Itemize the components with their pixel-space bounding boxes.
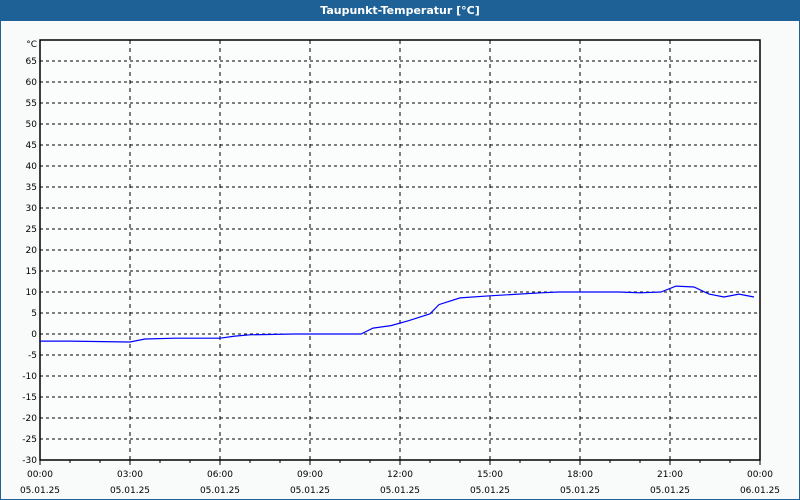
y-tick-label: 25 (26, 225, 37, 235)
y-tick-label: 35 (26, 183, 37, 193)
x-tick-time: 18:00 (567, 470, 593, 480)
x-tick-time: 06:00 (207, 470, 233, 480)
y-tick-label: 0 (31, 330, 37, 340)
y-tick-label: -10 (22, 372, 37, 382)
y-tick-label: -5 (28, 351, 37, 361)
y-tick-label: 40 (26, 162, 38, 172)
y-tick-label: 45 (26, 141, 37, 151)
x-tick-date: 05.01.25 (20, 486, 60, 496)
y-tick-label: 50 (26, 120, 38, 130)
y-tick-label: -25 (22, 435, 37, 445)
x-tick-time: 21:00 (657, 470, 683, 480)
x-tick-date: 05.01.25 (200, 486, 240, 496)
x-tick-time: 03:00 (117, 470, 143, 480)
y-tick-label: 10 (26, 288, 38, 298)
y-tick-label: -30 (22, 456, 37, 466)
window-title: Taupunkt-Temperatur [°C] (1, 1, 799, 21)
y-tick-label: 15 (26, 267, 37, 277)
y-tick-label: 55 (26, 99, 37, 109)
plot-frame (39, 39, 761, 461)
x-tick-time: 12:00 (387, 470, 413, 480)
series-line-taupunkt (40, 285, 755, 343)
y-tick-label: -20 (22, 414, 37, 424)
x-tick-time: 00:00 (747, 470, 773, 480)
y-tick-label: 5 (31, 309, 37, 319)
x-tick-date: 05.01.25 (110, 486, 150, 496)
y-tick-label: 65 (26, 57, 37, 67)
x-tick-time: 09:00 (297, 470, 323, 480)
x-tick-time: 00:00 (27, 470, 53, 480)
x-tick-time: 15:00 (477, 470, 503, 480)
x-tick-date: 05.01.25 (470, 486, 510, 496)
x-tick-date: 05.01.25 (560, 486, 600, 496)
y-tick-label: 30 (26, 204, 38, 214)
y-tick-label: -15 (22, 393, 37, 403)
x-tick-date: 06.01.25 (740, 486, 780, 496)
x-tick-date: 05.01.25 (380, 486, 420, 496)
y-tick-label: 20 (26, 246, 38, 256)
y-tick-label: 60 (26, 78, 38, 88)
x-tick-date: 05.01.25 (650, 486, 690, 496)
x-tick-date: 05.01.25 (290, 486, 330, 496)
y-axis-unit: °C (26, 40, 37, 50)
